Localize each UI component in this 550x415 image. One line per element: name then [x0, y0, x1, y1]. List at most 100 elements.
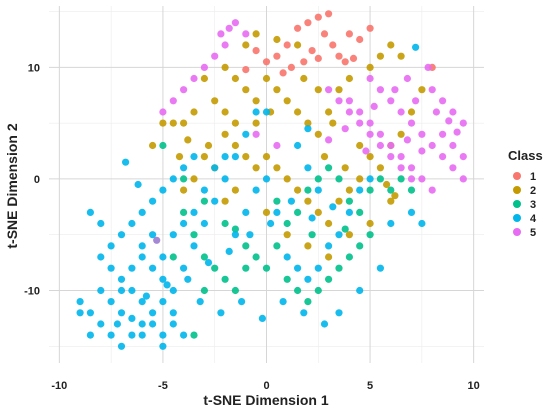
scatter-point [366, 74, 374, 83]
scatter-point [366, 130, 374, 138]
scatter-point [459, 175, 467, 183]
scatter-point [128, 331, 136, 339]
scatter-point [345, 197, 353, 205]
x-tick-label: 10 [468, 380, 480, 392]
legend-title: Class [508, 148, 543, 163]
scatter-point [258, 314, 266, 322]
scatter-point [180, 186, 188, 194]
scatter-point [376, 86, 384, 94]
data-points [76, 10, 467, 350]
scatter-point [76, 298, 84, 306]
scatter-point [175, 153, 184, 161]
scatter-point [273, 86, 281, 94]
legend-swatch [513, 172, 521, 180]
scatter-point [159, 331, 167, 339]
scatter-point [231, 225, 239, 233]
scatter-point [262, 208, 271, 216]
scatter-point [356, 242, 364, 250]
scatter-point [211, 52, 219, 60]
scatter-point [314, 54, 322, 63]
scatter-point [169, 175, 177, 183]
x-tick-label: -10 [51, 380, 67, 392]
scatter-point [169, 119, 177, 127]
scatter-point [221, 130, 229, 138]
scatter-point [412, 97, 420, 105]
scatter-point [356, 119, 364, 127]
scatter-point [439, 130, 447, 138]
scatter-point [159, 298, 167, 306]
scatter-point [397, 164, 405, 172]
scatter-point [159, 119, 167, 127]
scatter-point [397, 130, 405, 138]
legend-label: 1 [530, 171, 536, 183]
scatter-point [97, 253, 105, 261]
scatter-point [242, 242, 250, 250]
scatter-point [117, 231, 126, 239]
scatter-point [190, 331, 198, 339]
scatter-point [163, 281, 171, 289]
x-axis-title: t-SNE Dimension 1 [203, 392, 328, 408]
scatter-point [283, 231, 291, 239]
x-tick-label: 0 [263, 380, 269, 392]
scatter-point [122, 158, 130, 166]
scatter-point [128, 314, 136, 322]
scatter-point [345, 30, 353, 38]
scatter-point [294, 108, 302, 116]
scatter-point [412, 43, 420, 51]
scatter-point [314, 86, 322, 94]
scatter-point [242, 208, 250, 216]
scatter-point [345, 208, 353, 216]
scatter-point [252, 30, 260, 38]
scatter-point [304, 19, 312, 27]
scatter-point [252, 253, 260, 261]
scatter-point [252, 130, 260, 138]
scatter-point [159, 275, 167, 283]
scatter-point [273, 208, 281, 216]
scatter-point [387, 153, 395, 161]
scatter-point [97, 219, 105, 228]
scatter-point [117, 275, 126, 283]
scatter-point [225, 24, 233, 32]
scatter-point [370, 102, 378, 110]
scatter-point [200, 63, 208, 71]
scatter-point [252, 119, 260, 127]
scatter-point [320, 30, 329, 38]
scatter-point [169, 286, 177, 295]
scatter-point [335, 175, 343, 183]
scatter-point [304, 125, 312, 133]
scatter-point [138, 298, 146, 306]
scatter-point [221, 153, 229, 161]
legend-label: 5 [530, 227, 536, 239]
scatter-point [231, 119, 239, 127]
scatter-point [300, 74, 308, 83]
scatter-point [304, 119, 312, 127]
scatter-point [159, 253, 167, 261]
scatter-point [190, 175, 198, 183]
legend-label: 2 [530, 185, 536, 197]
scatter-point [283, 41, 291, 49]
scatter-point [418, 175, 426, 183]
scatter-point [304, 197, 312, 205]
scatter-point [428, 86, 436, 94]
scatter-point [190, 153, 198, 161]
scatter-point [273, 164, 281, 172]
scatter-point [242, 66, 250, 74]
scatter-point [314, 208, 322, 216]
scatter-point [142, 292, 150, 300]
scatter-point [169, 309, 177, 317]
scatter-point [217, 30, 225, 38]
scatter-point [200, 253, 208, 261]
scatter-point [341, 164, 349, 172]
scatter-point [407, 186, 416, 194]
scatter-point [273, 242, 281, 250]
legend-label: 3 [530, 199, 536, 211]
scatter-point [314, 13, 322, 21]
scatter-point [231, 231, 239, 239]
scatter-point [345, 231, 353, 239]
scatter-point [279, 298, 287, 306]
scatter-point [107, 242, 115, 250]
scatter-point [107, 331, 115, 339]
scatter-point [117, 286, 126, 295]
scatter-point [428, 186, 436, 194]
scatter-point [407, 175, 416, 183]
